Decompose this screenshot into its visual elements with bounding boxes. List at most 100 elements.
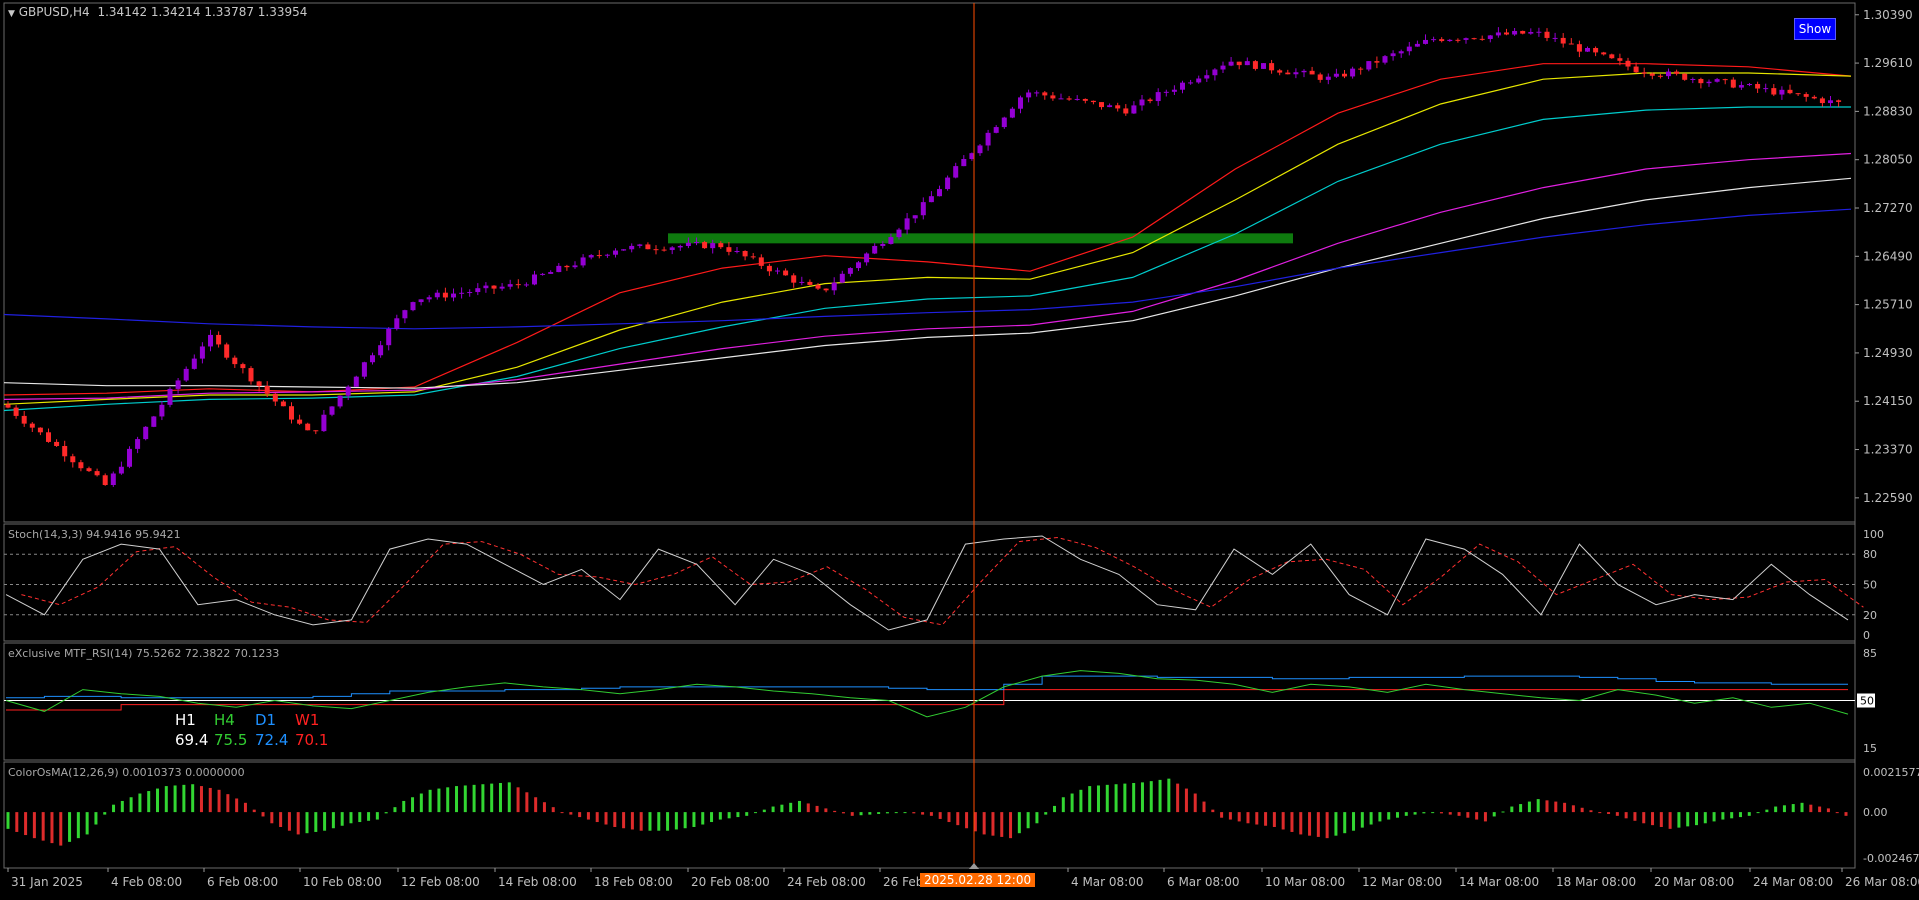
osma-bar-down — [947, 812, 951, 823]
candle-bull — [621, 249, 627, 251]
candle-bear — [248, 368, 254, 382]
osma-bar-up — [331, 812, 335, 829]
candle-bear — [1123, 108, 1129, 114]
osma-bar-up — [455, 786, 459, 813]
candle-bull — [1382, 56, 1388, 63]
candle-bear — [783, 270, 789, 276]
candle-bull — [1196, 78, 1202, 83]
candle-bear — [1374, 61, 1380, 63]
osma-bar-up — [1140, 782, 1144, 813]
osma-bar-up — [780, 804, 784, 813]
candle-bear — [1617, 58, 1623, 61]
time-tick-label: 24 Mar 08:00 — [1753, 875, 1833, 889]
candle-bull — [1690, 78, 1696, 80]
candle-bull — [880, 243, 886, 246]
candle-bull — [775, 270, 780, 272]
osma-bar-down — [1809, 804, 1813, 813]
osma-bar-up — [736, 812, 740, 818]
stoch-level-label: 80 — [1863, 548, 1877, 561]
osma-bar-up — [411, 797, 415, 813]
candle-bull — [1487, 35, 1493, 39]
osma-bar-up — [419, 793, 423, 813]
crosshair-time-label: 2025.02.28 12:00 — [920, 873, 1036, 887]
candle-bull — [1163, 91, 1169, 93]
osma-bar-up — [446, 787, 450, 813]
time-tick-label: 6 Mar 08:00 — [1167, 875, 1240, 889]
candle-bull — [985, 132, 991, 146]
osma-bar-up — [1395, 812, 1399, 818]
candle-bull — [127, 448, 132, 467]
candle-bear — [305, 423, 311, 431]
osma-bar-up — [120, 800, 124, 813]
candle-bull — [1414, 43, 1420, 47]
candle-bull — [402, 310, 408, 319]
dropdown-triangle-icon[interactable]: ▼ — [8, 9, 15, 19]
candle-bear — [1252, 61, 1258, 69]
candle-bull — [556, 265, 562, 273]
time-tick-label: 31 Jan 2025 — [11, 875, 83, 889]
time-tick-label: 10 Mar 08:00 — [1265, 875, 1345, 889]
osma-bar-up — [393, 807, 397, 813]
candle-bear — [1698, 78, 1704, 84]
h1-value: 69.4 — [175, 731, 209, 749]
price-tick-label: 1.23370 — [1863, 443, 1913, 457]
rsi-level-label: 85 — [1863, 647, 1877, 660]
candle-bear — [280, 401, 286, 407]
candle-bull — [1325, 76, 1331, 80]
candle-bear — [1520, 30, 1526, 34]
candle-bull — [410, 302, 416, 311]
stoch-main-line — [5, 535, 1849, 631]
candle-bull — [1228, 61, 1234, 66]
candle-bull — [1366, 61, 1372, 70]
chart-tab-strip[interactable] — [0, 897, 1919, 900]
osma-bar-up — [885, 812, 889, 814]
osma-bar-up — [103, 812, 107, 815]
candle-bull — [1107, 105, 1113, 108]
candle-bull — [856, 262, 861, 269]
osma-bar-down — [841, 812, 845, 814]
osma-bar-down — [1264, 812, 1268, 826]
osma-bar-down — [1448, 812, 1452, 815]
candle-bull — [345, 386, 351, 396]
osma-bar-up — [710, 812, 714, 823]
osma-bar-down — [1184, 788, 1188, 813]
candle-bear — [240, 364, 246, 369]
candle-bull — [710, 243, 716, 249]
candle-bull — [1026, 92, 1032, 98]
candle-bear — [1309, 70, 1315, 75]
osma-bar-down — [639, 812, 643, 831]
price-tick-label: 1.28830 — [1863, 104, 1913, 118]
osma-bar-down — [1316, 812, 1320, 837]
osma-bar-down — [991, 812, 995, 836]
h4-label: H4 — [214, 711, 235, 729]
moving-average-ema_yellow — [3, 72, 1852, 405]
osma-bar-up — [1774, 806, 1778, 813]
osma-bar-down — [15, 812, 19, 832]
candle-bull — [459, 292, 465, 294]
candle-bull — [1301, 70, 1307, 73]
candle-bull — [993, 127, 999, 133]
osma-bar-up — [428, 789, 432, 813]
price-tick-label: 1.29610 — [1863, 56, 1913, 70]
candle-bear — [742, 251, 748, 257]
osma-bar-down — [59, 812, 63, 846]
candle-bear — [645, 244, 651, 250]
osma-bar-up — [701, 812, 705, 825]
osma-bar-down — [921, 812, 925, 815]
candle-bull — [1188, 82, 1194, 84]
candle-bear — [661, 249, 667, 251]
candle-bear — [1568, 43, 1574, 45]
osma-bar-down — [1308, 812, 1312, 836]
candle-bear — [564, 265, 570, 268]
osma-bar-up — [191, 784, 195, 813]
show-button[interactable]: Show — [1794, 18, 1836, 40]
osma-bar-up — [1088, 786, 1092, 813]
osma-bar-down — [806, 803, 810, 813]
time-tick-label: 4 Feb 08:00 — [111, 875, 182, 889]
candle-bear — [264, 386, 270, 394]
time-tick-label: 4 Mar 08:00 — [1071, 875, 1144, 889]
osma-bar-up — [6, 812, 10, 829]
candle-bull — [669, 247, 675, 251]
